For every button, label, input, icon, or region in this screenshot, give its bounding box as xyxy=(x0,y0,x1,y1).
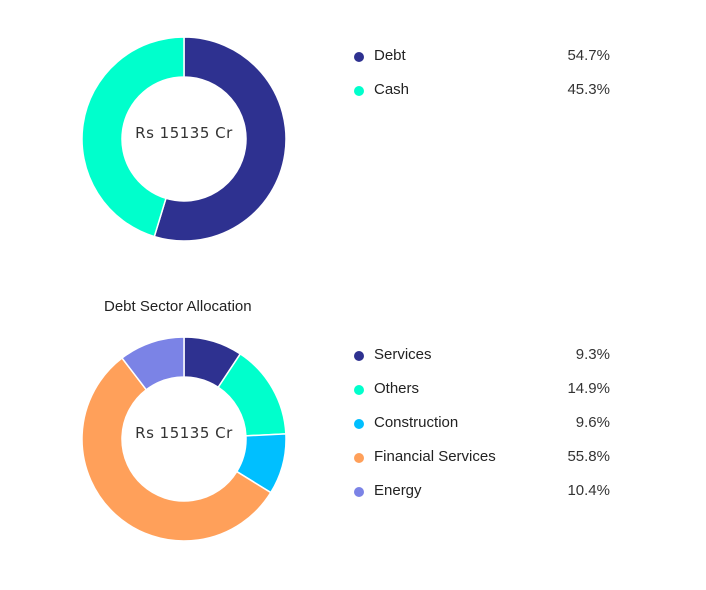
legend-item: Cash 45.3% xyxy=(352,81,610,115)
legend-item: Debt 54.7% xyxy=(352,47,610,81)
legend-value: 10.4% xyxy=(567,482,610,499)
legend-value: 45.3% xyxy=(567,81,610,98)
asset-allocation-donut xyxy=(81,36,287,242)
slice-debt[interactable] xyxy=(153,36,287,242)
legend-item: Others 14.9% xyxy=(352,380,610,414)
legend-dot xyxy=(354,453,364,463)
legend-item: Energy 10.4% xyxy=(352,482,610,516)
legend-item: Construction 9.6% xyxy=(352,414,610,448)
legend-dot xyxy=(354,52,364,62)
sector-allocation-donut xyxy=(81,336,287,542)
legend-dot xyxy=(354,419,364,429)
legend-value: 9.6% xyxy=(575,414,610,431)
legend-value: 54.7% xyxy=(567,47,610,64)
legend-item: Services 9.3% xyxy=(352,346,610,380)
legend-label: Others xyxy=(374,380,420,397)
asset-legend: Debt 54.7% Cash 45.3% xyxy=(352,47,610,115)
chart-title: Debt Sector Allocation xyxy=(104,298,252,315)
slice-financial-services[interactable] xyxy=(81,356,272,542)
slice-cash[interactable] xyxy=(81,36,185,238)
legend-dot xyxy=(354,351,364,361)
donut-center-label: Rs 15135 Cr xyxy=(135,124,233,142)
legend-dot xyxy=(354,86,364,96)
slice-energy[interactable] xyxy=(120,336,185,391)
sector-legend: Services 9.3% Others 14.9% Construction 9.6% F… xyxy=(352,346,610,516)
legend-label: Debt xyxy=(374,47,406,64)
legend-label: Financial Services xyxy=(374,448,496,465)
legend-label: Services xyxy=(374,346,432,363)
legend-value: 55.8% xyxy=(567,448,610,465)
legend-value: 14.9% xyxy=(567,380,610,397)
donut-center-label: Rs 15135 Cr xyxy=(135,424,233,442)
legend-value: 9.3% xyxy=(575,346,610,363)
legend-label: Construction xyxy=(374,414,459,431)
legend-dot xyxy=(354,385,364,395)
legend-item: Financial Services 55.8% xyxy=(352,448,610,482)
legend-label: Energy xyxy=(374,482,422,499)
legend-dot xyxy=(354,487,364,497)
legend-label: Cash xyxy=(374,81,410,98)
